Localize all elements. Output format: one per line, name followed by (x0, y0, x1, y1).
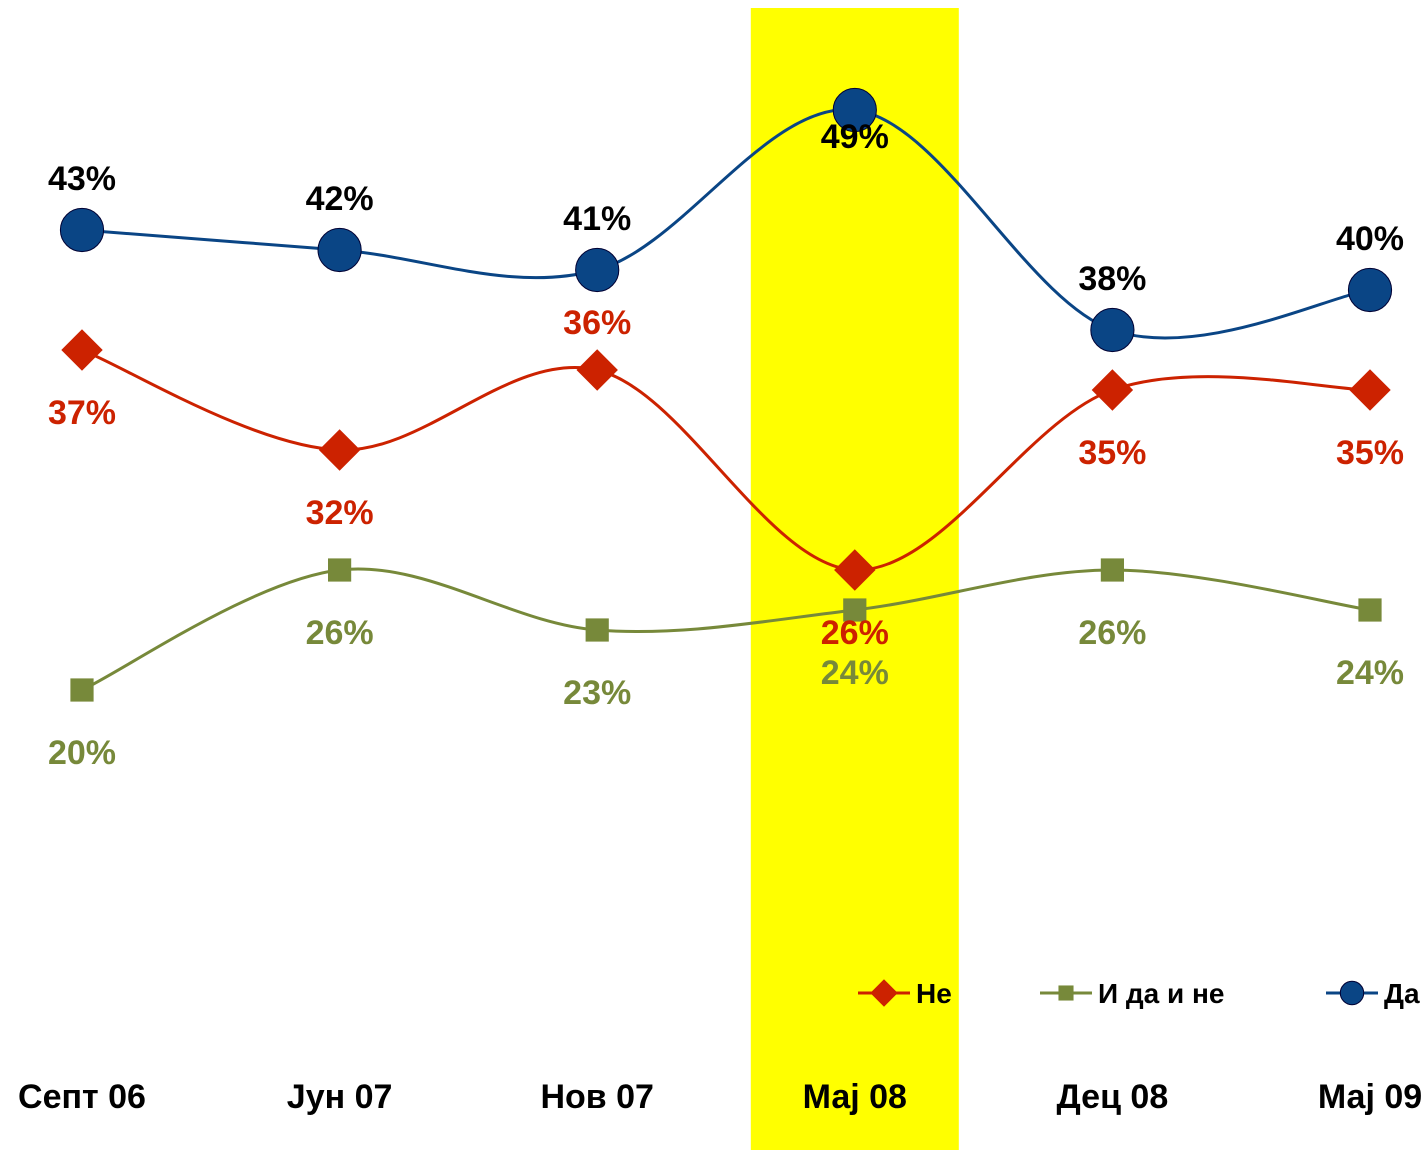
data-label-square-4: 26% (1078, 614, 1146, 652)
legend-label: Да (1384, 978, 1420, 1009)
data-label-diamond-2: 36% (563, 304, 631, 342)
legend-marker-diamond (870, 979, 898, 1007)
data-point-circle-4 (1090, 307, 1135, 353)
data-point-square-1 (328, 558, 352, 582)
data-point-circle-2 (575, 247, 620, 293)
data-label-circle-4: 38% (1078, 260, 1146, 298)
data-point-square-0 (70, 678, 94, 702)
data-label-diamond-5: 35% (1336, 434, 1404, 472)
data-label-circle-0: 43% (48, 160, 116, 198)
data-label-diamond-1: 32% (306, 494, 374, 532)
x-tick-label: Септ 06 (18, 1078, 146, 1116)
x-tick-label: Дец 08 (1057, 1078, 1169, 1116)
x-tick-label: Нов 07 (540, 1078, 654, 1116)
data-point-square-3 (843, 598, 867, 622)
data-label-diamond-4: 35% (1078, 434, 1146, 472)
data-label-square-1: 26% (306, 614, 374, 652)
legend-marker-square (1058, 985, 1074, 1001)
x-tick-label: Мај 08 (803, 1078, 907, 1116)
data-label-diamond-3: 26% (821, 614, 889, 652)
series-line-circle (81, 108, 1371, 340)
data-point-diamond-0 (61, 329, 103, 371)
data-label-circle-3: 49% (821, 118, 889, 156)
data-point-diamond-4 (1091, 369, 1134, 411)
legend-item-square: И да и не (1040, 978, 1225, 1009)
data-point-circle-3 (832, 87, 877, 133)
data-label-square-2: 23% (563, 674, 631, 712)
data-point-square-2 (585, 618, 609, 642)
data-point-circle-0 (59, 207, 105, 253)
data-point-diamond-3 (834, 549, 876, 591)
data-point-square-5 (1358, 598, 1382, 622)
series-line-square (81, 567, 1371, 692)
legend-item-circle: Да (1326, 978, 1420, 1009)
data-point-circle-5 (1347, 267, 1393, 313)
legend-label: Не (916, 978, 952, 1009)
data-label-circle-2: 41% (563, 200, 631, 238)
data-label-diamond-0: 37% (48, 394, 116, 432)
legend-marker-circle (1339, 980, 1365, 1006)
x-tick-label: Јун 07 (287, 1078, 393, 1116)
data-point-diamond-1 (318, 429, 361, 471)
data-point-diamond-5 (1349, 369, 1391, 411)
data-label-circle-5: 40% (1336, 220, 1404, 258)
legend-label: И да и не (1098, 978, 1225, 1009)
data-point-circle-1 (317, 227, 362, 273)
x-tick-label: Мај 09 (1318, 1078, 1422, 1116)
data-label-square-0: 20% (48, 734, 116, 772)
data-point-square-4 (1100, 558, 1124, 582)
data-point-diamond-2 (576, 349, 618, 391)
series-line-diamond (81, 348, 1371, 572)
data-label-square-5: 24% (1336, 654, 1404, 692)
data-label-circle-1: 42% (306, 180, 374, 218)
data-label-square-3: 24% (821, 654, 889, 692)
legend-item-diamond: Не (858, 978, 952, 1009)
